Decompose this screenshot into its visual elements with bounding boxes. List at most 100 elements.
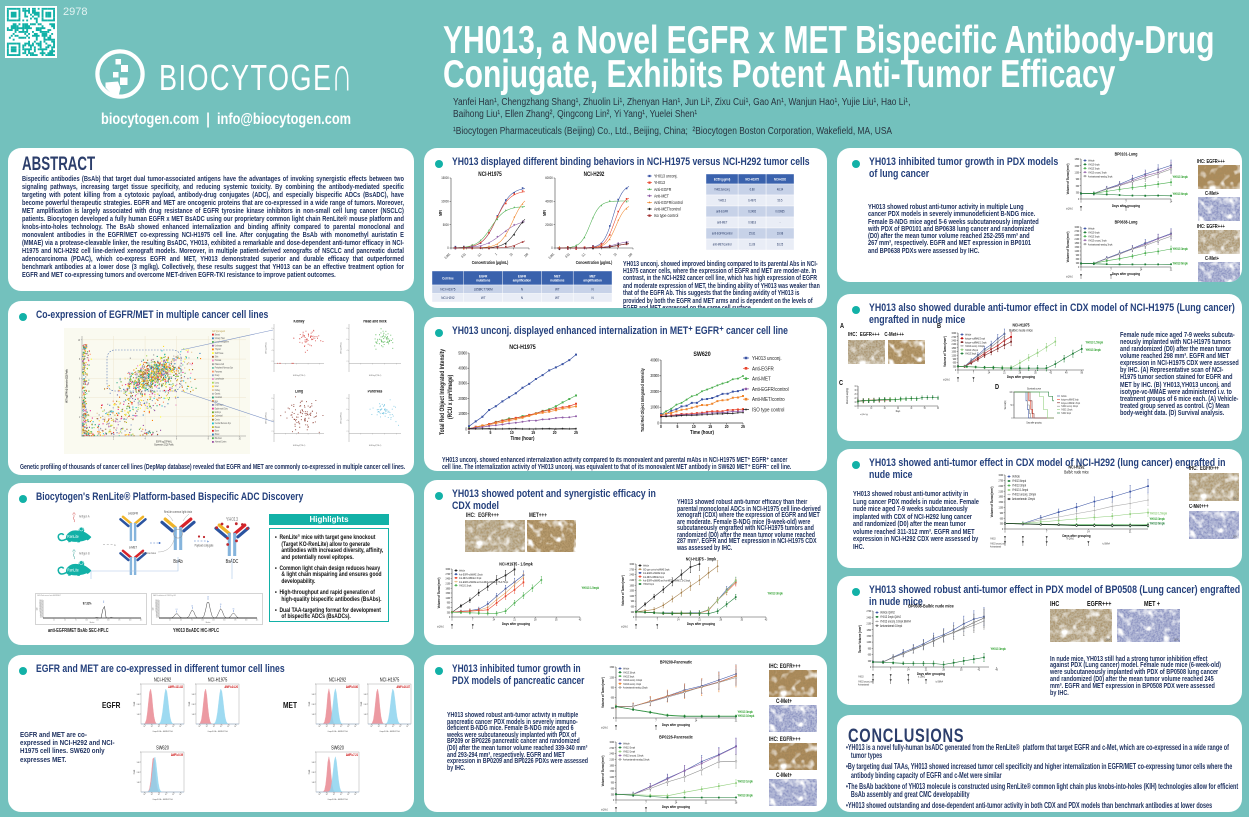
svg-text:Days after grouping: Days after grouping: [687, 622, 715, 627]
svg-text:11.69: 11.69: [749, 242, 755, 247]
svg-text:100: 100: [143, 793, 146, 796]
svg-text:WT: WT: [555, 287, 560, 292]
svg-text:Vehicle: Vehicle: [1088, 159, 1095, 162]
svg-text:0: 0: [551, 246, 553, 251]
svg-text:anti-EGFR: anti-EGFR: [716, 209, 729, 214]
svg-text:BP0508-Balb/c nude mice: BP0508-Balb/c nude mice: [908, 603, 954, 609]
svg-text:20.0: 20.0: [129, 619, 131, 621]
svg-text:7: 7: [645, 800, 647, 805]
svg-text:8: 8: [208, 438, 210, 440]
svg-text:1500: 1500: [630, 588, 635, 593]
svg-text:2.5: 2.5: [169, 619, 171, 621]
svg-text:iv,QWx2: iv,QWx2: [437, 626, 444, 628]
svg-text:Days after grouping: Days after grouping: [1112, 272, 1140, 277]
svg-text:1500: 1500: [952, 349, 957, 354]
svg-text:2.0K: 2.0K: [137, 772, 141, 774]
svg-text:0: 0: [465, 427, 467, 432]
svg-text:iv, BIWx4: iv, BIWx4: [1102, 543, 1110, 545]
svg-text:YH013 1mpk: YH013 1mpk: [623, 750, 636, 753]
svg-text:Volume of Tumor(mm³): Volume of Tumor(mm³): [601, 677, 606, 708]
svg-text:iv,QWx2: iv,QWx2: [621, 626, 628, 628]
svg-text:20.0: 20.0: [245, 619, 247, 621]
svg-text:D2: D2: [191, 605, 193, 607]
svg-text:6.4976: 6.4976: [748, 198, 756, 203]
svg-text:Days: Days: [896, 411, 901, 413]
svg-text:5000: 5000: [443, 222, 449, 227]
svg-text:Vehicle: Vehicle: [623, 669, 630, 671]
svg-text:YH013 unconj. 10mpk: YH013 unconj. 10mpk: [965, 346, 985, 348]
svg-text:900: 900: [611, 780, 615, 785]
svg-text:Anti-MET-vcMMAE 1.5mpk: Anti-MET-vcMMAE 1.5mpk: [459, 577, 482, 580]
svg-text:1.0K: 1.0K: [192, 714, 196, 716]
svg-text:0: 0: [449, 615, 451, 620]
svg-text:Cell line: Cell line: [442, 276, 453, 281]
svg-text:ΔMFI=5.86: ΔMFI=5.86: [346, 685, 358, 690]
svg-text:10: 10: [870, 408, 873, 410]
svg-text:1500: 1500: [610, 665, 615, 670]
svg-text:14: 14: [677, 617, 680, 622]
svg-text:Amivantamab-analog 3mpk: Amivantamab-analog 3mpk: [1088, 243, 1113, 246]
svg-text:102: 102: [385, 725, 388, 728]
svg-text:10: 10: [510, 429, 515, 435]
svg-text:Colorectal: Colorectal: [215, 414, 223, 417]
svg-text:Count: Count: [188, 701, 191, 706]
svg-text:Central Nervous Sys: Central Nervous Sys: [215, 422, 231, 425]
svg-text:10: 10: [239, 438, 242, 440]
svg-text:100: 100: [143, 725, 146, 728]
svg-text:6: 6: [347, 409, 348, 411]
svg-text:Kidney: Kidney: [215, 390, 221, 392]
svg-text:104: 104: [172, 725, 175, 728]
svg-text:2100: 2100: [1075, 237, 1080, 242]
svg-text:Anti-MET: Anti-MET: [752, 376, 772, 383]
svg-text:600: 600: [868, 652, 872, 657]
svg-text:200X: 200X: [1174, 639, 1179, 641]
svg-text:Vehicle: Vehicle: [643, 566, 650, 568]
svg-text:6: 6: [347, 339, 348, 341]
svg-text:105: 105: [354, 725, 357, 728]
svg-text:0.09965: 0.09965: [775, 209, 784, 214]
svg-text:YH013 unconj. 10mpk: YH013 unconj. 10mpk: [1012, 492, 1036, 497]
svg-text:Volume of Tumor(mm³): Volume of Tumor(mm³): [437, 578, 442, 609]
svg-text:YH013 1.5mpk: YH013 1.5mpk: [1150, 511, 1168, 516]
svg-text:104: 104: [172, 793, 175, 796]
svg-text:Lung: Lung: [295, 390, 304, 394]
svg-text:900: 900: [631, 599, 635, 604]
svg-text:10: 10: [508, 252, 513, 257]
svg-text:21: 21: [735, 718, 738, 723]
svg-text:49: 49: [995, 667, 998, 672]
svg-text:EGFR: EGFR: [518, 274, 527, 279]
svg-text:300: 300: [1000, 521, 1004, 526]
svg-text:900: 900: [447, 600, 451, 605]
svg-text:15.0: 15.0: [223, 619, 225, 621]
svg-text:N: N: [592, 296, 595, 301]
svg-text:Days after grouping: Days after grouping: [917, 672, 945, 677]
svg-text:1200: 1200: [630, 593, 635, 598]
svg-text:YH013 1.5mpk: YH013 1.5mpk: [1061, 409, 1073, 411]
svg-text:Breast: Breast: [215, 425, 220, 428]
svg-text:0.1: 0.1: [581, 252, 587, 258]
svg-text:YH013 3mpk: YH013 3mpk: [1150, 516, 1166, 521]
svg-text:1800: 1800: [155, 604, 158, 606]
svg-text:2400: 2400: [999, 483, 1004, 488]
svg-text:α-MET: α-MET: [129, 545, 137, 550]
svg-text:ISO type control: ISO type control: [752, 407, 784, 414]
svg-text:103: 103: [392, 725, 395, 728]
svg-text:2400: 2400: [39, 600, 42, 602]
svg-text:NCI-H292: NCI-H292: [584, 172, 605, 179]
svg-text:17.5: 17.5: [118, 619, 120, 621]
svg-text:14: 14: [1087, 529, 1090, 534]
svg-text:600: 600: [611, 786, 615, 791]
svg-text:mutations: mutations: [476, 278, 490, 283]
svg-text:YH013 3mpk: YH013 3mpk: [1061, 413, 1072, 415]
svg-text:Concentration (µg/mL): Concentration (µg/mL): [472, 260, 509, 266]
svg-text:Amivantamab-analog 3mpk: Amivantamab-analog 3mpk: [1088, 175, 1113, 178]
svg-text:30: 30: [854, 390, 857, 392]
svg-text:Lung: Lung: [215, 382, 220, 384]
svg-text:28: 28: [942, 667, 945, 672]
svg-text:YH013 6mpk: YH013 6mpk: [1173, 261, 1189, 266]
svg-text:YH013unconj.: YH013unconj.: [714, 187, 730, 192]
svg-text:1200: 1200: [155, 609, 158, 611]
svg-text:Balb/c nude mice: Balb/c nude mice: [1009, 328, 1033, 332]
svg-text:EGFR log2(TPM+1): EGFR log2(TPM+1): [293, 375, 306, 377]
svg-text:YH013 3mpk: YH013 3mpk: [623, 676, 635, 678]
